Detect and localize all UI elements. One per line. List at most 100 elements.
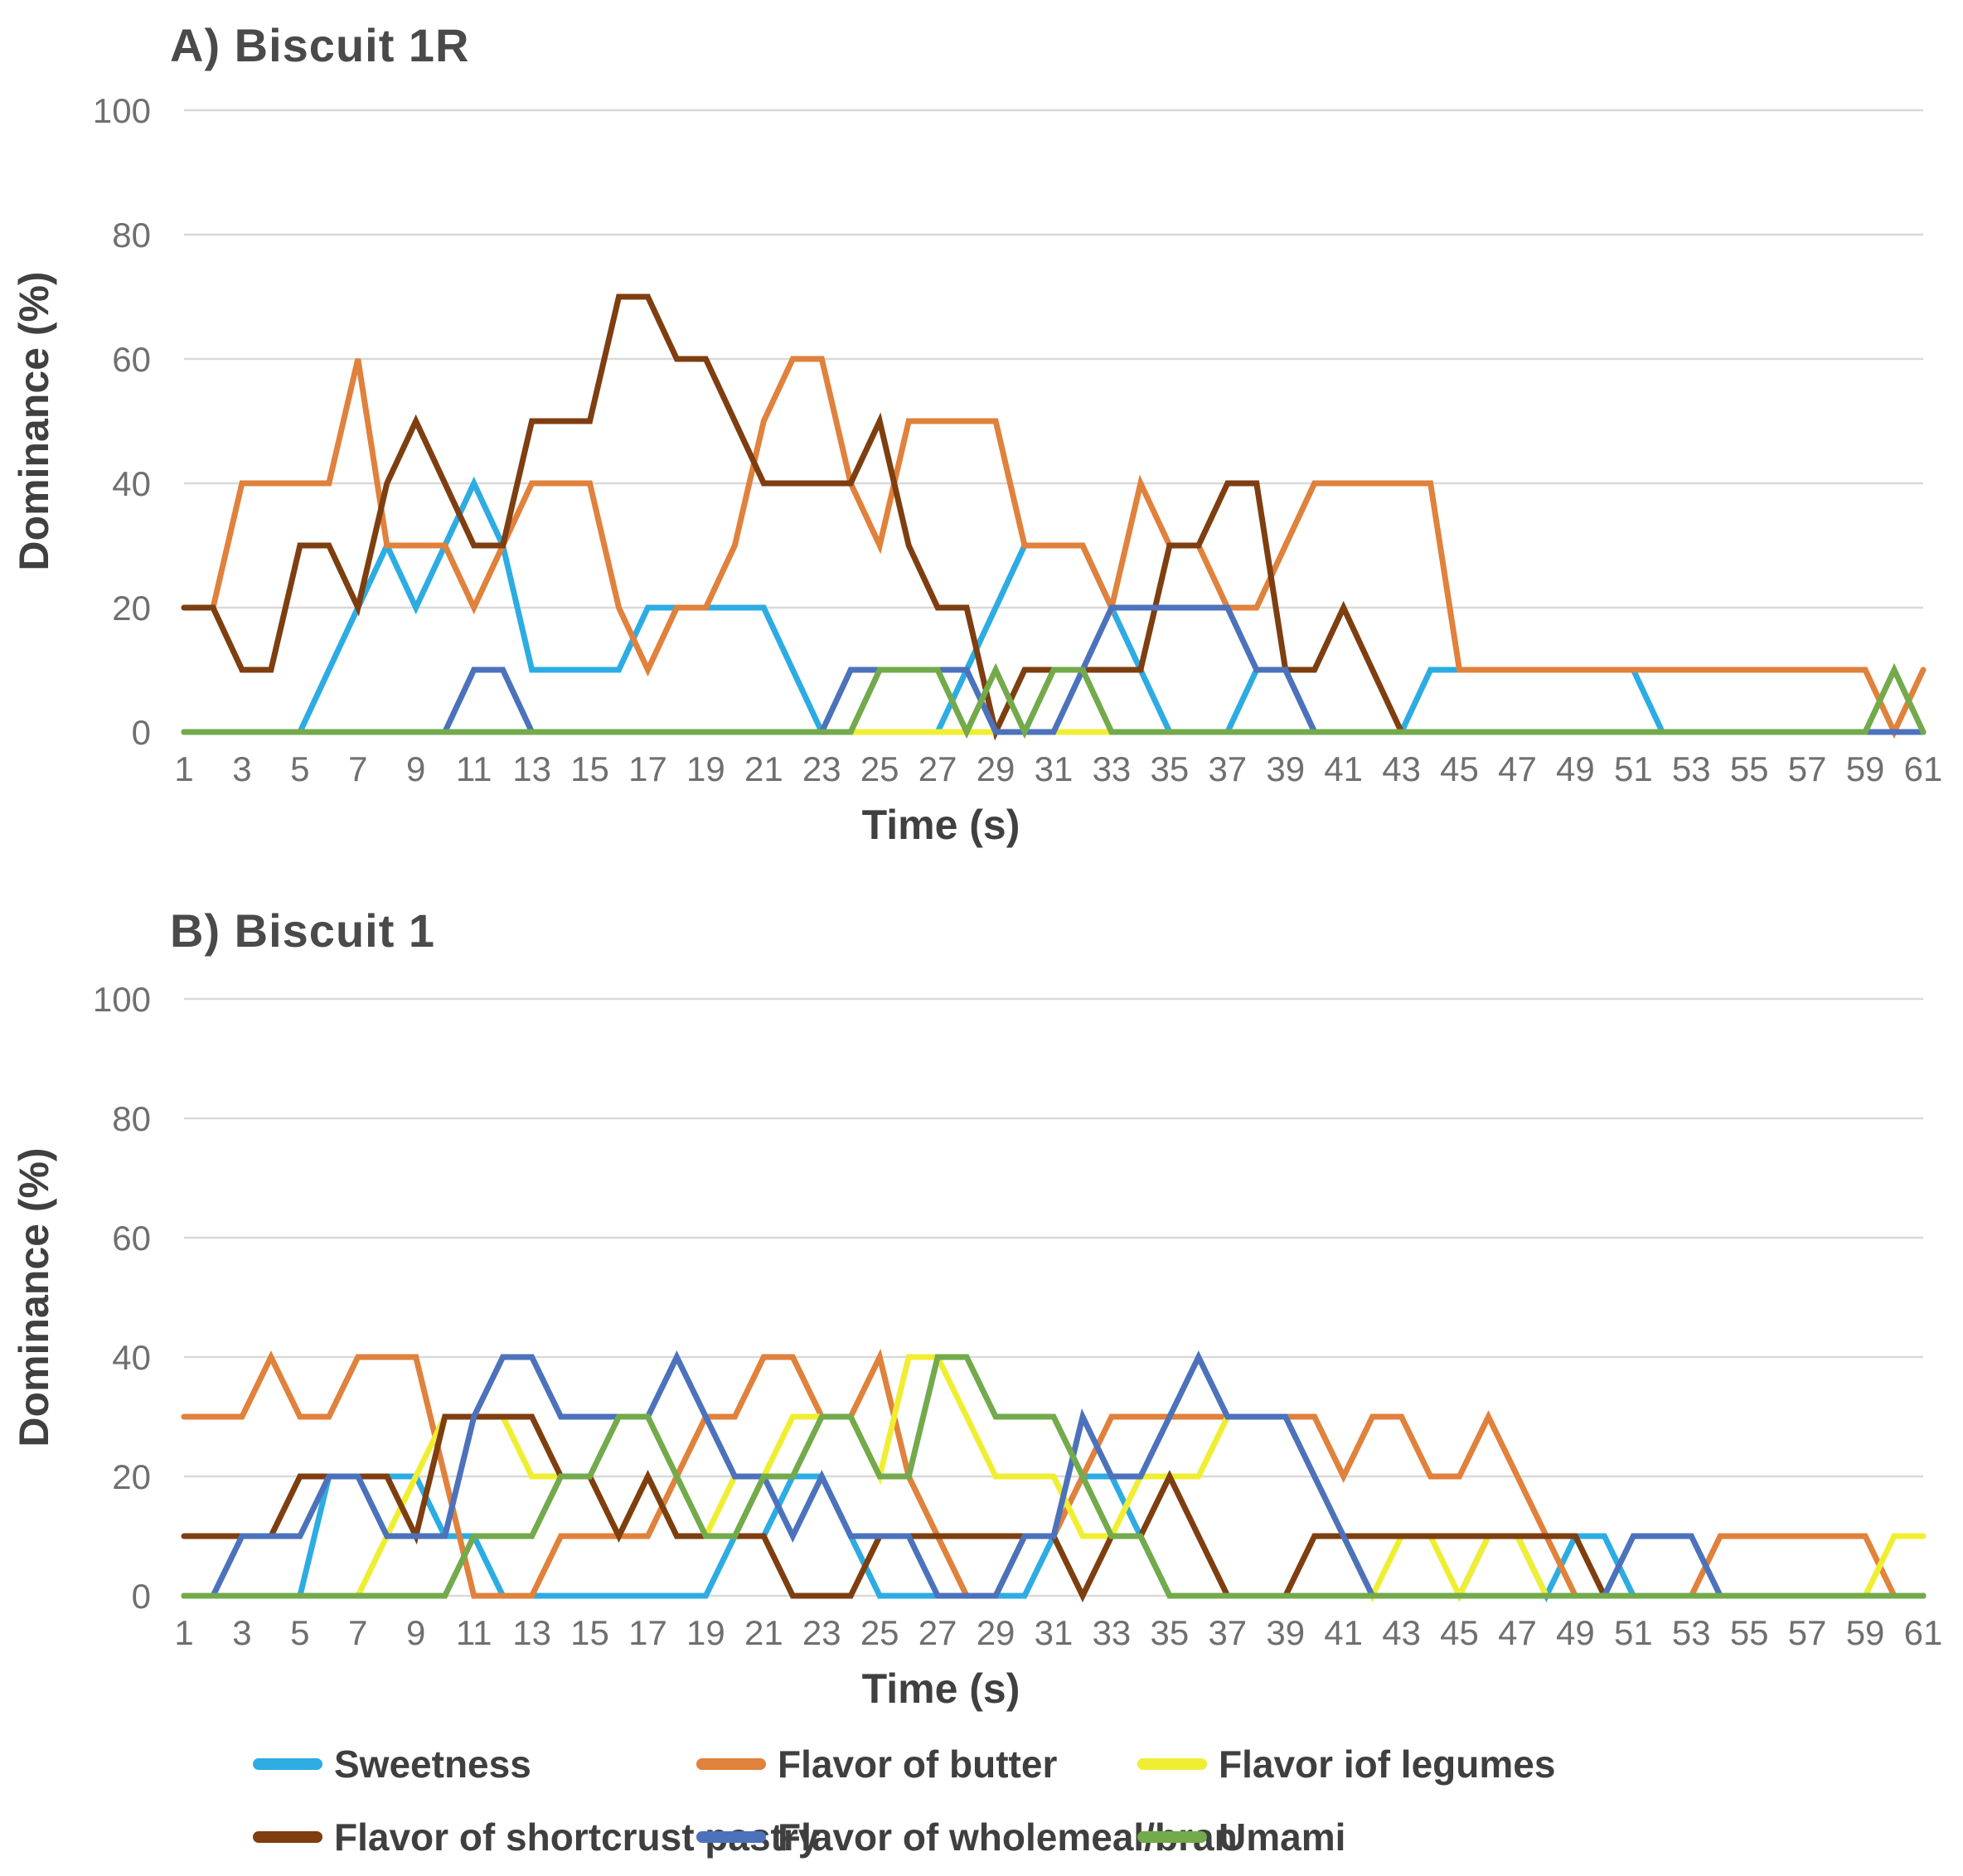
y-tick-label: 60 <box>112 340 151 379</box>
y-tick-label: 80 <box>112 216 151 254</box>
x-tick-label: 41 <box>1324 1613 1363 1652</box>
umami-line-swatch-icon <box>1137 1831 1207 1843</box>
x-tick-label: 29 <box>977 1613 1015 1652</box>
legend-label: Flavor of butter <box>778 1743 1058 1786</box>
x-tick-label: 61 <box>1904 1613 1943 1652</box>
sweetness-line-swatch-icon <box>253 1758 322 1770</box>
x-axis-title: Time (s) <box>862 1665 1020 1712</box>
series-line-flavor-of-shortcrust-pastry <box>181 293 1927 741</box>
x-tick-label: 43 <box>1382 1613 1421 1652</box>
legend-row-1: Sweetness Flavor of butter Flavor iof legu… <box>0 1739 1963 1789</box>
x-tick-label: 13 <box>512 1613 551 1652</box>
x-tick-label: 19 <box>686 749 725 788</box>
x-tick-label: 23 <box>802 749 841 788</box>
x-tick-label: 35 <box>1151 749 1190 788</box>
x-tick-label: 3 <box>232 1613 251 1652</box>
x-tick-label: 47 <box>1498 1613 1537 1652</box>
x-tick-label: 59 <box>1846 749 1885 788</box>
legend-label: Sweetness <box>334 1743 531 1786</box>
y-tick-label: 20 <box>112 589 151 628</box>
x-tick-label: 11 <box>456 749 492 788</box>
x-tick-label: 57 <box>1788 749 1827 788</box>
y-tick-label: 40 <box>112 1338 151 1377</box>
series-line-umami <box>181 662 1927 739</box>
x-tick-label: 3 <box>232 749 251 788</box>
legend-row-2: Flavor of shortcrust pastry Flavor of who… <box>0 1812 1963 1862</box>
x-tick-label: 17 <box>628 1613 667 1652</box>
x-tick-label: 19 <box>686 1613 725 1652</box>
series-line-flavor-of-butter <box>181 356 1927 739</box>
x-tick-label: 27 <box>918 749 957 788</box>
x-tick-label: 29 <box>977 749 1015 788</box>
x-tick-label: 39 <box>1266 749 1305 788</box>
x-tick-label: 53 <box>1672 749 1711 788</box>
y-tick-label: 60 <box>112 1219 151 1258</box>
x-tick-label: 31 <box>1035 1613 1074 1652</box>
x-tick-label: 7 <box>348 749 367 788</box>
y-tick-label: 40 <box>112 464 151 503</box>
x-tick-label: 25 <box>860 749 899 788</box>
chart-b-title: B) Biscuit 1 <box>170 904 436 957</box>
x-tick-label: 41 <box>1324 749 1363 788</box>
flavor-of-shortcrust-pastry-line-swatch-icon <box>253 1831 322 1843</box>
x-tick-label: 53 <box>1672 1613 1711 1652</box>
x-tick-label: 49 <box>1556 749 1595 788</box>
series-line-flavor-of-shortcrust-pastry <box>181 1413 1927 1603</box>
x-tick-label: 37 <box>1208 1613 1247 1652</box>
x-tick-label: 13 <box>512 749 551 788</box>
y-tick-label: 100 <box>93 91 151 130</box>
x-tick-label: 27 <box>918 1613 957 1652</box>
x-tick-label: 35 <box>1151 1613 1190 1652</box>
x-tick-label: 9 <box>406 749 425 788</box>
x-tick-label: 45 <box>1440 749 1479 788</box>
x-tick-label: 33 <box>1093 749 1132 788</box>
x-tick-label: 1 <box>174 1613 193 1652</box>
legend-item-sweetness: Sweetness <box>253 1739 531 1789</box>
flavor-iof-legumes-line-swatch-icon <box>1137 1758 1207 1770</box>
x-tick-label: 51 <box>1614 1613 1653 1652</box>
y-tick-label: 0 <box>132 713 151 752</box>
x-tick-label: 61 <box>1904 749 1943 788</box>
x-tick-label: 49 <box>1556 1613 1595 1652</box>
x-tick-label: 11 <box>456 1613 492 1652</box>
x-tick-label: 37 <box>1208 749 1247 788</box>
x-tick-label: 9 <box>406 1613 425 1652</box>
series-line-umami <box>181 1354 1927 1599</box>
y-tick-label: 0 <box>132 1577 151 1616</box>
x-tick-label: 31 <box>1035 749 1074 788</box>
x-tick-label: 5 <box>290 1613 309 1652</box>
x-tick-label: 47 <box>1498 749 1537 788</box>
x-tick-label: 1 <box>174 749 193 788</box>
x-tick-label: 5 <box>290 749 309 788</box>
x-tick-label: 59 <box>1846 1613 1885 1652</box>
x-tick-label: 33 <box>1093 1613 1132 1652</box>
legend-label: Umami <box>1219 1815 1346 1859</box>
x-tick-label: 39 <box>1266 1613 1305 1652</box>
x-tick-label: 15 <box>570 749 609 788</box>
x-tick-label: 15 <box>570 1613 609 1652</box>
x-axis-title: Time (s) <box>862 802 1020 848</box>
x-tick-label: 25 <box>860 1613 899 1652</box>
legend-item-flavor-of-butter: Flavor of butter <box>696 1739 1057 1789</box>
y-tick-label: 80 <box>112 1099 151 1138</box>
x-tick-label: 7 <box>348 1613 367 1652</box>
y-axis-title: Dominance (%) <box>11 1147 57 1447</box>
x-tick-label: 23 <box>802 1613 841 1652</box>
chart-a-title: A) Biscuit 1R <box>170 19 470 71</box>
legend-label: Flavor iof legumes <box>1219 1743 1556 1786</box>
x-tick-label: 21 <box>744 1613 783 1652</box>
y-axis-title: Dominance (%) <box>11 271 57 570</box>
x-tick-label: 51 <box>1614 749 1653 788</box>
x-tick-label: 55 <box>1730 749 1769 788</box>
flavor-of-wholemeal-bran-line-swatch-icon <box>696 1831 766 1843</box>
y-tick-label: 20 <box>112 1457 151 1496</box>
y-tick-label: 100 <box>93 980 151 1019</box>
series-line-flavor-of-wholemeal-bran <box>181 1350 1927 1599</box>
x-tick-label: 21 <box>744 749 783 788</box>
x-tick-label: 57 <box>1788 1613 1827 1652</box>
x-tick-label: 17 <box>628 749 667 788</box>
x-tick-label: 45 <box>1440 1613 1479 1652</box>
